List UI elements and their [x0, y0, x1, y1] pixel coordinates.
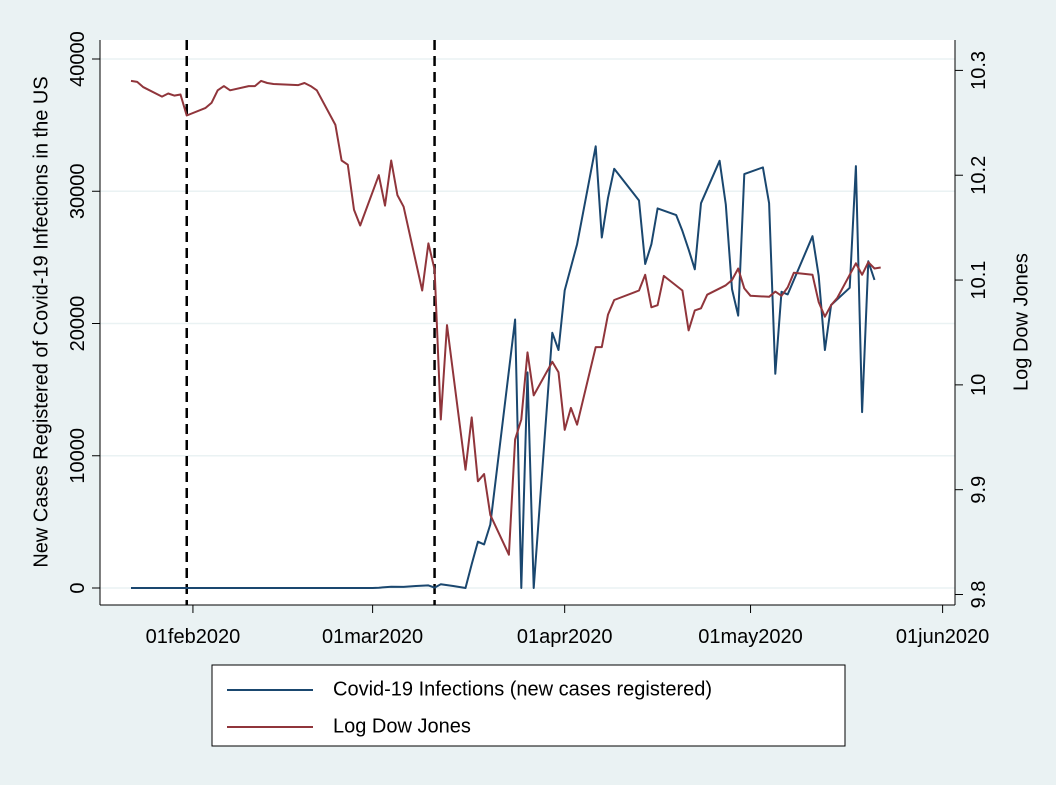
y-tick-label: 40000 [67, 31, 89, 87]
y-tick-label: 30000 [67, 163, 89, 219]
legend [211, 664, 846, 747]
legend-label: Log Dow Jones [333, 715, 471, 737]
x-tick-label: 01jun2020 [896, 626, 989, 648]
x-tick-label: 01feb2020 [146, 626, 241, 648]
y2-axis-title: Log Dow Jones [1010, 253, 1032, 391]
y-tick-label: 20000 [67, 296, 89, 352]
y2-tick-label: 9.8 [968, 581, 990, 609]
y2-tick-label: 10.3 [968, 51, 990, 90]
series-line [131, 145, 876, 589]
x-tick-label: 01apr2020 [517, 626, 613, 648]
x-tick-label: 01mar2020 [322, 626, 423, 648]
y2-tick-label: 10.2 [968, 156, 990, 195]
series-line [130, 79, 881, 556]
y2-tick-label: 9.9 [968, 476, 990, 504]
y-tick-label: 10000 [67, 428, 89, 484]
y-axis-title: New Cases Registered of Covid-19 Infecti… [30, 76, 52, 567]
x-tick-label: 01may2020 [698, 626, 803, 648]
y-tick-label: 0 [67, 582, 89, 593]
plot-area [100, 40, 955, 605]
y2-tick-label: 10.1 [968, 261, 990, 300]
legend-label: Covid-19 Infections (new cases registere… [333, 678, 712, 700]
y2-tick-label: 10 [968, 374, 990, 396]
